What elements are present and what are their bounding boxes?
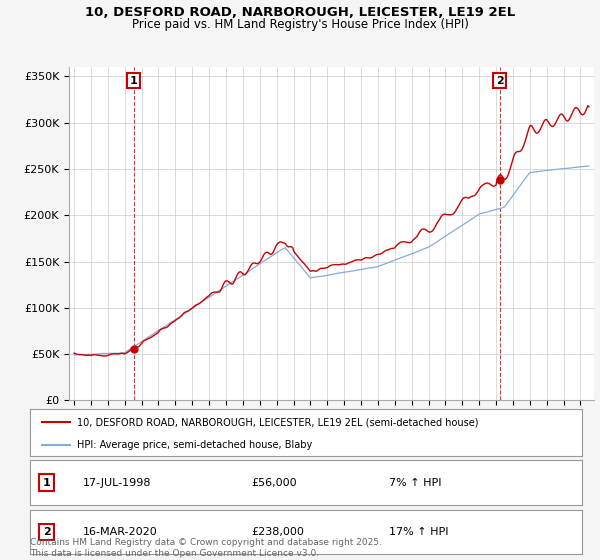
Text: 10, DESFORD ROAD, NARBOROUGH, LEICESTER, LE19 2EL: 10, DESFORD ROAD, NARBOROUGH, LEICESTER,… (85, 6, 515, 18)
Text: 1: 1 (43, 478, 50, 488)
Text: 2: 2 (496, 76, 503, 86)
Text: 17% ↑ HPI: 17% ↑ HPI (389, 527, 448, 537)
Text: 2: 2 (43, 527, 50, 537)
Text: £238,000: £238,000 (251, 527, 304, 537)
Text: 16-MAR-2020: 16-MAR-2020 (82, 527, 157, 537)
Text: 17-JUL-1998: 17-JUL-1998 (82, 478, 151, 488)
Text: Price paid vs. HM Land Registry's House Price Index (HPI): Price paid vs. HM Land Registry's House … (131, 18, 469, 31)
Text: Contains HM Land Registry data © Crown copyright and database right 2025.
This d: Contains HM Land Registry data © Crown c… (30, 538, 382, 558)
Text: 7% ↑ HPI: 7% ↑ HPI (389, 478, 442, 488)
Text: HPI: Average price, semi-detached house, Blaby: HPI: Average price, semi-detached house,… (77, 440, 312, 450)
Text: 1: 1 (130, 76, 137, 86)
Text: 10, DESFORD ROAD, NARBOROUGH, LEICESTER, LE19 2EL (semi-detached house): 10, DESFORD ROAD, NARBOROUGH, LEICESTER,… (77, 417, 478, 427)
Text: £56,000: £56,000 (251, 478, 296, 488)
